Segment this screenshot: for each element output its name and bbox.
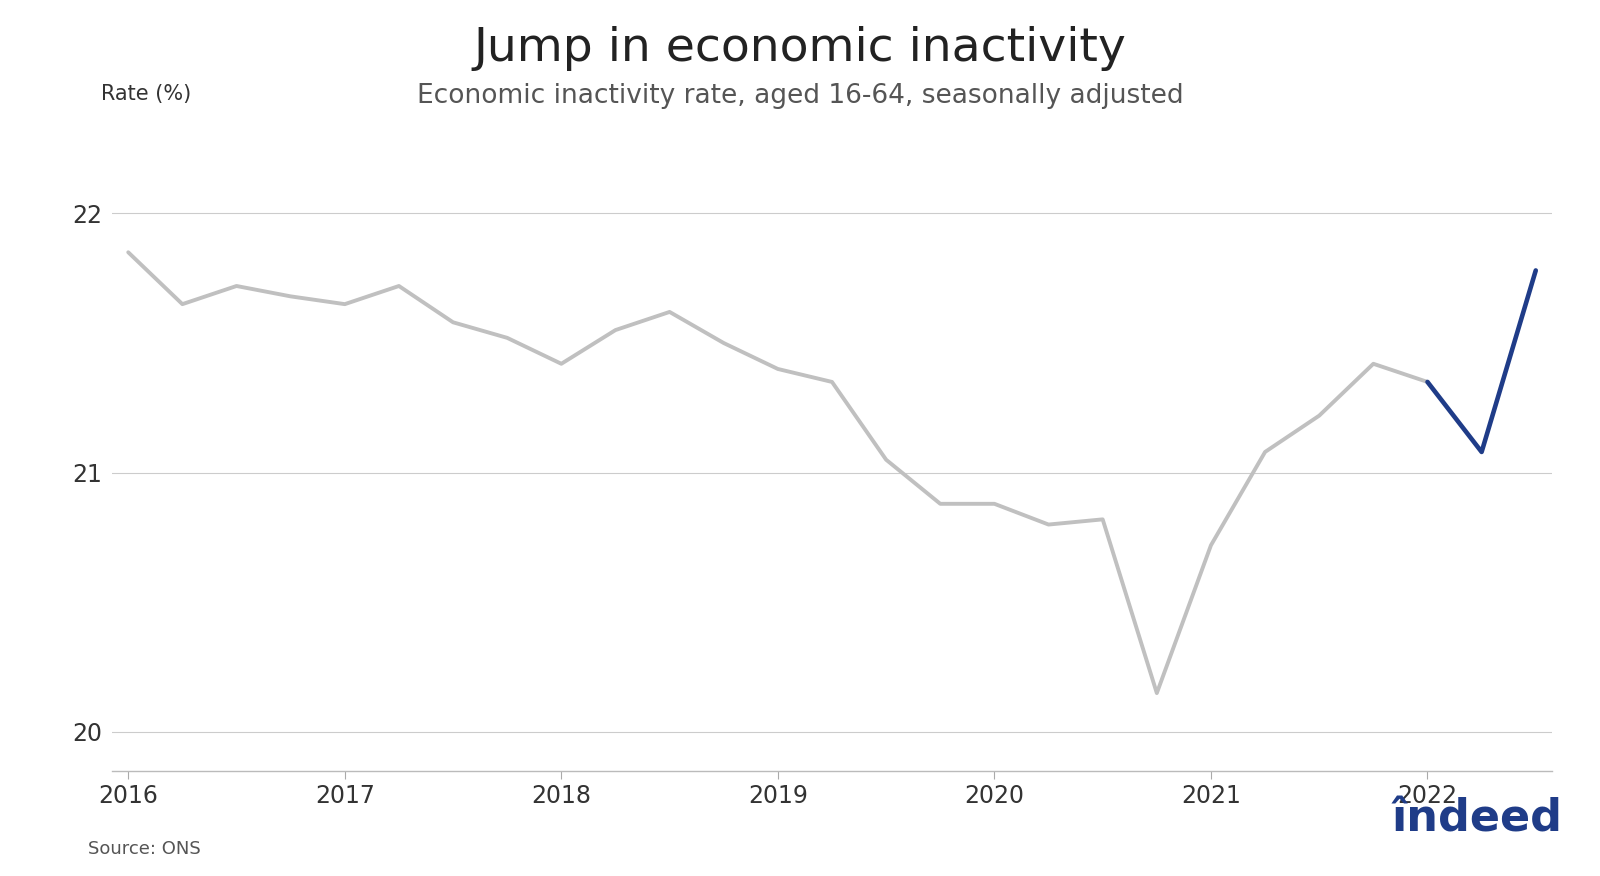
Text: Economic inactivity rate, aged 16-64, seasonally adjusted: Economic inactivity rate, aged 16-64, se… [416,83,1184,110]
Text: îndeed: îndeed [1392,798,1563,841]
Text: Source: ONS: Source: ONS [88,840,200,858]
Text: Rate (%): Rate (%) [101,84,192,104]
Text: Jump in economic inactivity: Jump in economic inactivity [474,26,1126,71]
